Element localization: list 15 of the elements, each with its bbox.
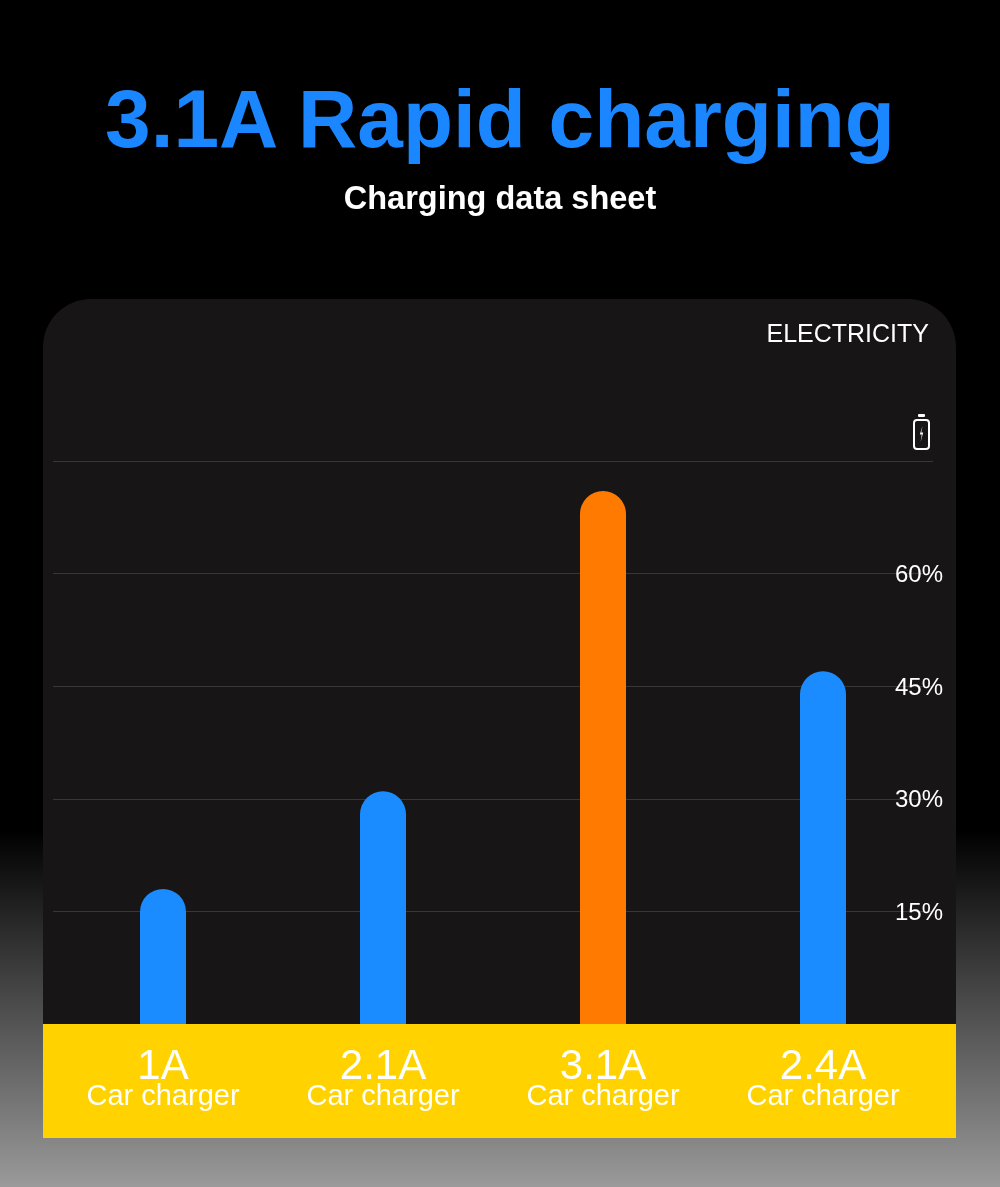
text: ELECTRICITY bbox=[766, 318, 930, 347]
y-tick-label: 60% bbox=[894, 560, 943, 588]
bar bbox=[800, 671, 846, 1024]
y-tick-label: 45% bbox=[894, 672, 943, 700]
y-tick-label: 15% bbox=[894, 897, 943, 925]
bar bbox=[140, 888, 186, 1024]
bar bbox=[360, 791, 406, 1024]
x-tick-label: 2.4A Car charger bbox=[746, 1040, 900, 1111]
bar bbox=[580, 491, 626, 1024]
x-tick-label: 2.1A Car charger bbox=[306, 1040, 460, 1111]
x-tick-label: 3.1A Car charger bbox=[526, 1040, 680, 1111]
chart-subtitle: Charging data sheet bbox=[343, 179, 657, 216]
y-tick-label: 30% bbox=[894, 785, 943, 813]
chart-title: 3.1A Rapid charging bbox=[105, 72, 895, 164]
x-tick-label: 1A Car charger bbox=[86, 1040, 240, 1111]
